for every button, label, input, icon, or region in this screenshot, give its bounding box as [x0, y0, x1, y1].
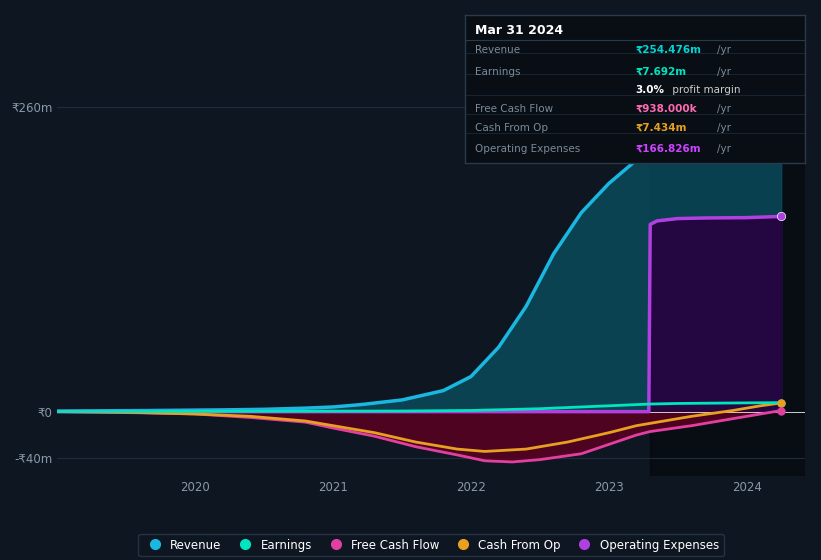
Text: /yr: /yr — [717, 67, 731, 77]
Text: /yr: /yr — [717, 104, 731, 114]
Text: Free Cash Flow: Free Cash Flow — [475, 104, 553, 114]
Text: Operating Expenses: Operating Expenses — [475, 144, 580, 154]
Text: Cash From Op: Cash From Op — [475, 123, 548, 133]
Text: /yr: /yr — [717, 45, 731, 55]
Text: Mar 31 2024: Mar 31 2024 — [475, 24, 563, 37]
Text: ₹7.692m: ₹7.692m — [635, 67, 686, 77]
Bar — [650, 84, 805, 476]
Legend: Revenue, Earnings, Free Cash Flow, Cash From Op, Operating Expenses: Revenue, Earnings, Free Cash Flow, Cash … — [139, 534, 723, 556]
Text: /yr: /yr — [717, 123, 731, 133]
Text: ₹7.434m: ₹7.434m — [635, 123, 686, 133]
Text: ₹166.826m: ₹166.826m — [635, 144, 700, 154]
Text: profit margin: profit margin — [669, 85, 741, 95]
Text: /yr: /yr — [717, 144, 731, 154]
Text: ₹938.000k: ₹938.000k — [635, 104, 697, 114]
Text: ₹254.476m: ₹254.476m — [635, 45, 701, 55]
Text: Earnings: Earnings — [475, 67, 521, 77]
Text: 3.0%: 3.0% — [635, 85, 664, 95]
Text: Revenue: Revenue — [475, 45, 520, 55]
